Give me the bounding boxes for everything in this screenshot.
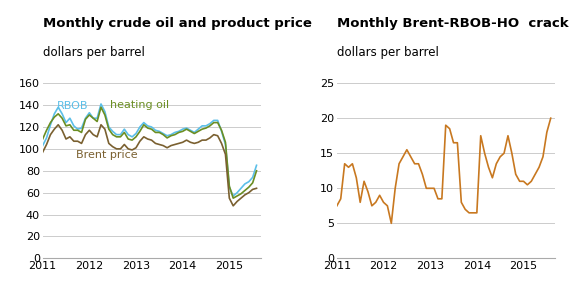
- Text: Monthly Brent-RBOB-HO  crack spread: Monthly Brent-RBOB-HO crack spread: [337, 17, 569, 30]
- Text: RBOB: RBOB: [57, 102, 88, 111]
- Text: dollars per barrel: dollars per barrel: [43, 46, 145, 59]
- Text: dollars per barrel: dollars per barrel: [337, 46, 439, 59]
- Text: Monthly crude oil and product price: Monthly crude oil and product price: [43, 17, 312, 30]
- Text: Brent price: Brent price: [76, 150, 138, 159]
- Text: heating oil: heating oil: [110, 100, 170, 110]
